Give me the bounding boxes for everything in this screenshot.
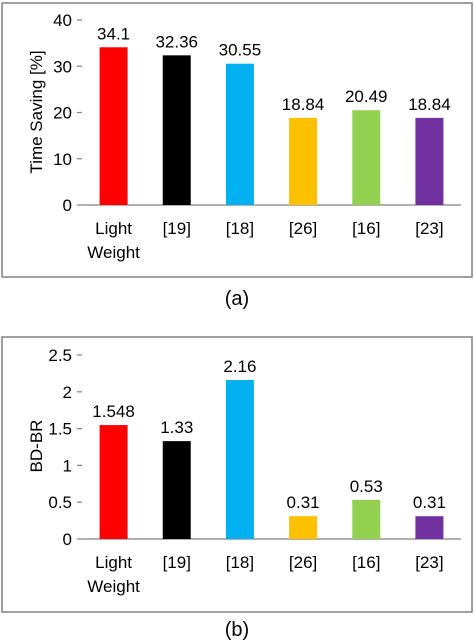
bar [289, 117, 318, 205]
chart-a-ylabel: Time Saving [%] [27, 50, 46, 173]
y-tick-label: 0 [63, 530, 72, 549]
bar [352, 110, 381, 205]
y-tick-label: 2 [63, 383, 72, 402]
y-tick-label: 0 [63, 196, 72, 215]
bar [162, 55, 191, 206]
data-label: 18.84 [408, 95, 451, 114]
y-tick-label: 30 [53, 57, 72, 76]
data-label: 30.55 [219, 41, 262, 60]
caption-a: (a) [225, 288, 249, 310]
data-label: 1.548 [92, 402, 135, 421]
bar [415, 516, 444, 539]
y-tick-label: 2.5 [48, 346, 72, 365]
x-tick-label: Light [95, 553, 132, 572]
chart-panel-a: Time Saving [%] 0 10 20 30 40 34.1 32.36 30.55… [1, 2, 473, 278]
x-tick-label: Weight [87, 577, 140, 596]
data-label: 32.36 [155, 32, 198, 51]
bar [225, 380, 254, 539]
data-label: 0.31 [287, 493, 320, 512]
y-tick-label: 20 [53, 104, 72, 123]
bar [99, 425, 128, 539]
chart-b-bars [99, 380, 444, 539]
x-tick-label: [16] [352, 219, 380, 238]
chart-a-category-labels: Light Weight [19] [18] [26] [16] [23] [87, 219, 443, 262]
x-tick-label: [19] [163, 219, 191, 238]
y-tick-label: 1.5 [48, 420, 72, 439]
caption-b: (b) [225, 619, 249, 641]
chart-b-value-labels: 1.548 1.33 2.16 0.31 0.53 0.31 [92, 357, 446, 512]
y-tick-label: 40 [53, 11, 72, 30]
x-tick-label: [19] [163, 553, 191, 572]
data-label: 2.16 [223, 357, 256, 376]
data-label: 18.84 [282, 95, 325, 114]
y-tick-label: 10 [53, 150, 72, 169]
chart-a-value-labels: 34.1 32.36 30.55 18.84 20.49 18.84 [97, 24, 451, 114]
chart-b-ylabel: BD-BR [27, 420, 46, 473]
data-label: 0.31 [413, 493, 446, 512]
x-tick-label: [16] [352, 553, 380, 572]
data-label: 1.33 [160, 418, 193, 437]
chart-a-bars [99, 47, 444, 206]
data-label: 0.53 [350, 477, 383, 496]
chart-b-category-labels: Light Weight [19] [18] [26] [16] [23] [87, 553, 443, 596]
bar [99, 47, 128, 205]
bar [415, 117, 444, 205]
x-tick-label: [26] [289, 219, 317, 238]
x-tick-label: [26] [289, 553, 317, 572]
x-tick-label: [18] [226, 219, 254, 238]
data-label: 34.1 [97, 24, 130, 43]
x-tick-label: [23] [415, 553, 443, 572]
y-tick-label: 0.5 [48, 493, 72, 512]
x-tick-label: [23] [415, 219, 443, 238]
x-tick-label: Light [95, 219, 132, 238]
bar [352, 499, 381, 539]
chart-a-y-ticks: 0 10 20 30 40 [53, 11, 82, 215]
bar [162, 441, 191, 539]
data-label: 20.49 [345, 87, 388, 106]
x-tick-label: [18] [226, 553, 254, 572]
bar [289, 516, 318, 539]
x-tick-label: Weight [87, 243, 140, 262]
bar [225, 63, 254, 205]
chart-b-y-ticks: 0 0.5 1 1.5 2 2.5 [48, 346, 82, 549]
chart-panel-b: BD-BR 0 0.5 1 1.5 2 2.5 1.548 1.33 2.16 0.31 0.53… [1, 336, 473, 613]
y-tick-label: 1 [63, 456, 72, 475]
